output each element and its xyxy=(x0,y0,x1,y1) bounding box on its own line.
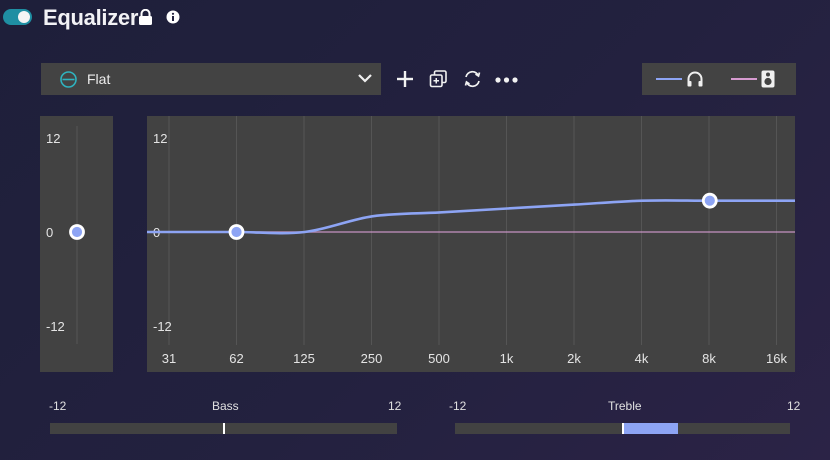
preamp-tick-label: 0 xyxy=(46,225,53,240)
bass-min-label: -12 xyxy=(49,399,67,413)
page-title: Equalizer xyxy=(43,5,139,30)
duplicate-icon[interactable] xyxy=(429,69,448,89)
x-tick-label: 62 xyxy=(229,351,243,366)
eq-graph[interactable]: 12 0 -12 31 62 125 250 500 1k 2k 4k 8k 16k xyxy=(145,116,797,372)
lock-icon[interactable] xyxy=(138,9,153,26)
preamp-tick-label: 12 xyxy=(46,131,60,146)
preamp-slider[interactable]: 12 0 -12 xyxy=(40,116,113,372)
chevron-down-icon xyxy=(358,74,372,83)
headphones-icon[interactable] xyxy=(686,70,704,88)
x-tick-label: 500 xyxy=(428,351,450,366)
output-devices xyxy=(642,63,796,95)
treble-max-label: 12 xyxy=(787,399,801,413)
y-tick-label: -12 xyxy=(153,319,172,334)
more-icon[interactable] xyxy=(494,69,520,89)
enable-toggle[interactable] xyxy=(3,9,32,25)
x-tick-label: 1k xyxy=(500,351,514,366)
bass-slider-handle[interactable] xyxy=(222,423,225,434)
eq-band-handle[interactable] xyxy=(701,192,718,209)
plus-icon[interactable] xyxy=(396,69,414,89)
x-tick-label: 8k xyxy=(702,351,716,366)
bass-max-label: 12 xyxy=(388,399,402,413)
x-tick-label: 16k xyxy=(766,351,787,366)
x-tick-label: 2k xyxy=(567,351,581,366)
headphones-eq-curve xyxy=(145,199,797,235)
bass-slider[interactable] xyxy=(50,423,397,434)
flat-preset-icon xyxy=(60,71,77,88)
preamp-tick-label: -12 xyxy=(46,319,65,334)
bass-label: Bass xyxy=(212,399,239,413)
headphones-curve-legend xyxy=(656,78,682,80)
treble-slider[interactable] xyxy=(455,423,790,434)
treble-min-label: -12 xyxy=(449,399,467,413)
x-tick-label: 250 xyxy=(361,351,383,366)
eq-band-handle[interactable] xyxy=(228,224,245,240)
x-tick-label: 125 xyxy=(293,351,315,366)
treble-slider-handle[interactable] xyxy=(621,423,624,434)
swap-icon[interactable] xyxy=(463,69,482,89)
preset-dropdown[interactable]: Flat xyxy=(41,63,381,95)
preamp-panel: 12 0 -12 xyxy=(40,116,113,372)
speaker-icon[interactable] xyxy=(761,70,775,88)
treble-label: Treble xyxy=(608,399,642,413)
x-tick-label: 4k xyxy=(635,351,649,366)
y-tick-label: 12 xyxy=(153,131,167,146)
speaker-curve-legend xyxy=(731,78,757,80)
x-tick-label: 31 xyxy=(162,351,176,366)
treble-range-fill xyxy=(622,423,679,434)
toggle-knob xyxy=(18,11,30,23)
preset-label: Flat xyxy=(87,71,111,87)
preamp-handle[interactable] xyxy=(69,224,85,240)
info-icon[interactable] xyxy=(166,10,180,24)
